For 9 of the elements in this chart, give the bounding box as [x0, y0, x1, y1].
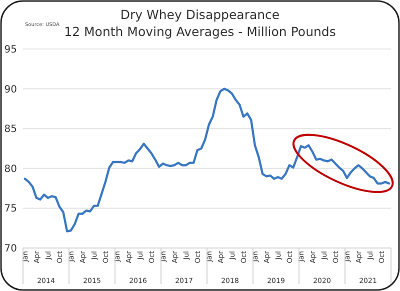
y-tick-label: 95: [4, 44, 17, 56]
y-tick-label: 85: [4, 124, 17, 136]
y-tick-label: 80: [4, 164, 17, 175]
chart-subtitle: 12 Month Moving Averages - Million Pounds: [64, 24, 336, 39]
line-series: [24, 88, 390, 232]
y-tick-label: 90: [4, 84, 17, 96]
y-tick-label: 75: [4, 204, 17, 215]
chart-title: Dry Whey Disappearance: [120, 7, 280, 22]
y-tick-label: 70: [4, 244, 17, 254]
